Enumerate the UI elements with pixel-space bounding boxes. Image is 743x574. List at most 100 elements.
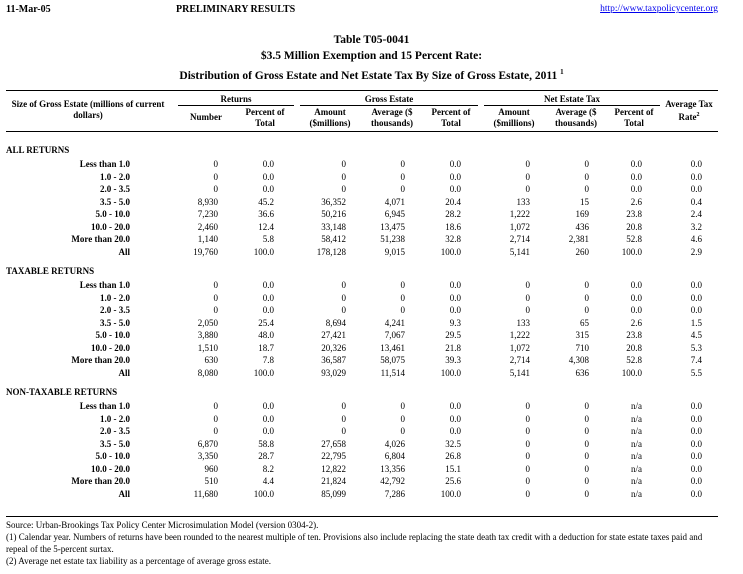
gross-average-cell: 13,475 — [380, 221, 405, 232]
gross-percent-cell: 0.0 — [449, 413, 461, 424]
net-amount-cell: 1,072 — [509, 221, 530, 232]
returns-percent-cell: 48.0 — [258, 330, 274, 340]
gross-amount-header: Amount ($millions) — [309, 107, 351, 128]
table-row: More than 20.0 630 7.8 36,587 58,075 39.3 2,71… — [6, 355, 718, 368]
row-label: More than 20.0 — [71, 476, 130, 486]
gross-amount-cell: 178,128 — [316, 246, 346, 257]
section-title: ALL RETURNS — [6, 145, 70, 155]
returns-percent-cell: 7.8 — [262, 355, 274, 365]
net-percent-cell: 20.8 — [626, 342, 642, 353]
avg-tax-rate-header: Average Tax Rate2 — [665, 99, 713, 122]
net-amount-cell: 0 — [525, 451, 531, 461]
table-row: 2.0 - 3.5 0 0.0 0 0 0.0 0 0 0.0 0.0 — [6, 305, 718, 318]
returns-number-cell: 6,870 — [197, 438, 218, 449]
gross-percent-cell: 15.1 — [445, 463, 461, 474]
row-label: Less than 1.0 — [79, 159, 130, 169]
gross-percent-cell: 0.0 — [449, 184, 461, 194]
avg-tax-rate-cell: 0.0 — [690, 184, 702, 194]
net-amount-cell: 2,714 — [509, 355, 530, 365]
net-estate-tax-group-header: Net Estate Tax — [484, 94, 660, 106]
avg-tax-rate-cell: 0.0 — [690, 305, 702, 315]
net-percent-cell: 52.8 — [626, 355, 642, 365]
report-date: 11-Mar-05 — [6, 4, 51, 15]
table-row: 10.0 - 20.0 2,460 12.4 33,148 13,475 18.6 1,07… — [6, 222, 718, 235]
avg-tax-rate-cell: 0.0 — [690, 292, 702, 303]
row-label: 5.0 - 10.0 — [95, 451, 131, 461]
returns-percent-cell: 0.0 — [262, 171, 274, 182]
net-percent-cell: n/a — [631, 426, 642, 436]
net-amount-cell: 133 — [516, 196, 531, 207]
gross-average-cell: 4,026 — [384, 438, 405, 449]
gross-average-cell: 11,514 — [380, 367, 405, 378]
gross-average-cell: 9,015 — [384, 246, 405, 257]
avg-tax-rate-cell: 0.0 — [690, 280, 702, 290]
net-average-cell: 0 — [584, 426, 590, 436]
table-row: All 11,680 100.0 85,099 7,286 100.0 0 0 n/a 0.0 — [6, 489, 718, 502]
row-label: All — [118, 367, 130, 378]
returns-number-cell: 0 — [213, 305, 219, 315]
net-average-cell: 0 — [584, 413, 590, 424]
table-row: More than 20.0 510 4.4 21,824 42,792 25.6 0 0 n/… — [6, 476, 718, 489]
returns-percent-cell: 0.0 — [262, 280, 274, 290]
returns-number-cell: 8,080 — [197, 367, 218, 378]
page-header: 11-Mar-05 PRELIMINARY RESULTS http://www… — [6, 4, 718, 18]
returns-number-cell: 0 — [213, 292, 219, 303]
net-amount-cell: 0 — [525, 426, 531, 436]
returns-number-cell: 1,510 — [197, 342, 218, 353]
net-percent-cell: 0.0 — [630, 280, 642, 290]
returns-percent-cell: 58.8 — [258, 438, 274, 449]
returns-number-cell: 0 — [213, 426, 219, 436]
net-average-cell: 436 — [575, 221, 590, 232]
row-label: 2.0 - 3.5 — [100, 184, 130, 194]
table-number: Table T05-0041 — [333, 34, 410, 46]
website-link[interactable]: http://www.taxpolicycenter.org — [600, 4, 718, 14]
net-amount-cell: 0 — [525, 476, 531, 486]
table-row: 5.0 - 10.0 7,230 36.6 50,216 6,945 28.2 1,222 1… — [6, 209, 718, 222]
net-average-cell: 65 — [580, 317, 589, 328]
footnotes: Source: Urban-Brookings Tax Policy Cente… — [6, 516, 718, 567]
net-average-cell: 0 — [584, 401, 590, 411]
gross-percent-cell: 25.6 — [445, 476, 461, 486]
row-label: 2.0 - 3.5 — [100, 426, 130, 436]
avg-tax-rate-cell: 4.5 — [690, 330, 702, 340]
net-average-cell: 2,381 — [568, 234, 589, 244]
gross-average-cell: 0 — [400, 401, 406, 411]
avg-tax-rate-cell: 0.0 — [690, 463, 702, 474]
gross-average-cell: 0 — [400, 413, 406, 424]
avg-tax-rate-cell: 0.0 — [690, 171, 702, 182]
gross-average-cell: 0 — [400, 184, 406, 194]
footnote-ref-1: 1 — [560, 68, 564, 76]
gross-average-cell: 42,792 — [380, 476, 405, 486]
returns-percent-cell: 5.8 — [262, 234, 274, 244]
section-title: TAXABLE RETURNS — [6, 266, 95, 276]
source-note: Source: Urban-Brookings Tax Policy Cente… — [6, 520, 319, 530]
section-title: NON-TAXABLE RETURNS — [6, 387, 118, 397]
gross-average-cell: 0 — [400, 171, 406, 182]
net-amount-cell: 2,714 — [509, 234, 530, 244]
net-amount-cell: 0 — [525, 488, 531, 499]
gross-amount-cell: 27,658 — [321, 438, 346, 449]
returns-percent-cell: 0.0 — [262, 426, 274, 436]
table-row: Less than 1.0 0 0.0 0 0 0.0 0 0 0.0 0.0 — [6, 280, 718, 293]
net-percent-cell: 0.0 — [630, 159, 642, 169]
returns-number-cell: 0 — [213, 280, 219, 290]
gross-amount-cell: 33,148 — [321, 221, 346, 232]
gross-percent-cell: 0.0 — [449, 280, 461, 290]
gross-amount-cell: 0 — [341, 184, 347, 194]
gross-amount-cell: 93,029 — [321, 367, 346, 378]
returns-group-header: Returns — [178, 94, 294, 106]
row-label: 3.5 - 5.0 — [100, 317, 130, 328]
avg-tax-rate-cell: 0.0 — [690, 488, 702, 499]
gross-amount-cell: 8,694 — [325, 317, 346, 328]
gross-amount-cell: 12,822 — [321, 463, 346, 474]
returns-number-cell: 3,350 — [197, 451, 218, 461]
net-amount-cell: 0 — [525, 305, 531, 315]
returns-number-cell: 19,760 — [193, 246, 218, 257]
gross-percent-cell: 9.3 — [449, 317, 461, 328]
returns-number-cell: 0 — [213, 171, 219, 182]
row-label: More than 20.0 — [71, 234, 130, 244]
net-percent-cell: 20.8 — [626, 221, 642, 232]
gross-average-cell: 13,461 — [380, 342, 405, 353]
net-average-cell: 636 — [575, 367, 590, 378]
returns-number-cell: 8,930 — [197, 196, 218, 207]
